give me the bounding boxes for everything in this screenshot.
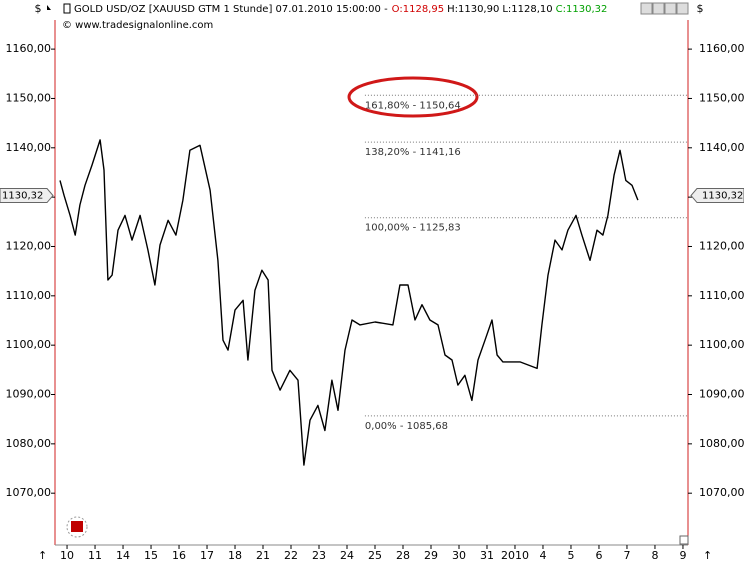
y-tick-label: 1070,00	[699, 486, 744, 499]
header-open: O:1128,95	[392, 4, 444, 15]
header-close: C:1130,32	[556, 4, 608, 15]
y-unit-right: $	[697, 2, 704, 15]
symbol-icon	[63, 3, 71, 14]
x-tick-label: 23	[312, 549, 326, 562]
highlight-ellipse	[347, 76, 479, 118]
x-tick-label: 22	[284, 549, 298, 562]
y-tick-label: 1080,00	[699, 437, 744, 450]
scroll-arrow[interactable]: ↑	[38, 549, 47, 562]
x-tick-label: 21	[256, 549, 270, 562]
x-tick-label: 31	[480, 549, 494, 562]
fib-label: 100,00% - 1125,83	[365, 223, 461, 234]
x-tick-label: 29	[424, 549, 438, 562]
x-tick-label: 2010	[501, 549, 529, 562]
window-buttons	[640, 2, 689, 15]
x-tick-label: 16	[172, 549, 186, 562]
y-tick-label: 1150,00	[6, 91, 52, 104]
x-tick-label: 18	[228, 549, 242, 562]
x-tick-label: 7	[623, 549, 630, 562]
y-tick-label: 1110,00	[699, 289, 744, 302]
logo	[66, 516, 88, 538]
button[interactable]	[652, 2, 665, 15]
y-tick-label: 1100,00	[699, 338, 744, 351]
y-tick-label: 1140,00	[6, 141, 52, 154]
x-tick-label: 25	[368, 549, 382, 562]
header-low: L:1128,10	[502, 4, 552, 15]
y-tick-label: 1070,00	[6, 486, 52, 499]
y-unit-left: $	[35, 2, 42, 15]
x-tick-label: 6	[595, 549, 602, 562]
logo-shield	[71, 521, 83, 532]
button[interactable]	[640, 2, 653, 15]
y-tick-label: 1090,00	[6, 388, 52, 401]
x-tick-label: 15	[144, 549, 158, 562]
button[interactable]	[664, 2, 677, 15]
last-price-tag	[690, 188, 744, 204]
y-tick-label: 1140,00	[699, 141, 744, 154]
last-price-tag	[0, 188, 54, 204]
y-tick-label: 1150,00	[699, 91, 744, 104]
dropdown-icon[interactable]	[47, 5, 51, 14]
resize-handle[interactable]	[679, 535, 689, 545]
last-price-label: 1130,32	[2, 191, 43, 202]
x-tick-label: 8	[651, 549, 658, 562]
x-tick-label: 14	[116, 549, 130, 562]
x-tick-label: 17	[200, 549, 214, 562]
x-tick-label: 11	[88, 549, 102, 562]
last-price-label: 1130,32	[702, 191, 743, 202]
y-tick-label: 1090,00	[699, 388, 744, 401]
x-tick-label: 28	[396, 549, 410, 562]
button[interactable]	[676, 2, 689, 15]
scroll-arrow[interactable]: ↑	[703, 549, 712, 562]
y-tick-label: 1110,00	[6, 289, 52, 302]
x-tick-label: 4	[539, 549, 546, 562]
x-tick-label: 10	[60, 549, 74, 562]
logo-wreath	[66, 516, 88, 538]
y-tick-label: 1160,00	[699, 42, 744, 55]
header-title: GOLD USD/OZ [XAUUSD GTM 1 Stunde] 07.01.…	[74, 4, 388, 15]
x-tick-label: 24	[340, 549, 354, 562]
fib-label: 0,00% - 1085,68	[365, 421, 448, 432]
x-tick-label: 5	[567, 549, 574, 562]
price-line	[59, 139, 639, 466]
y-tick-label: 1160,00	[6, 42, 52, 55]
y-tick-label: 1120,00	[699, 239, 744, 252]
y-tick-label: 1100,00	[6, 338, 52, 351]
fib-label: 138,20% - 1141,16	[365, 147, 461, 158]
x-tick-label: 30	[452, 549, 466, 562]
y-tick-label: 1080,00	[6, 437, 52, 450]
fib-label: 161,80% - 1150,64	[365, 100, 461, 111]
y-tick-label: 1120,00	[6, 239, 52, 252]
copyright: © www.tradesignalonline.com	[62, 20, 213, 31]
x-tick-label: 9	[679, 549, 686, 562]
header-high: H:1130,90	[447, 4, 499, 15]
